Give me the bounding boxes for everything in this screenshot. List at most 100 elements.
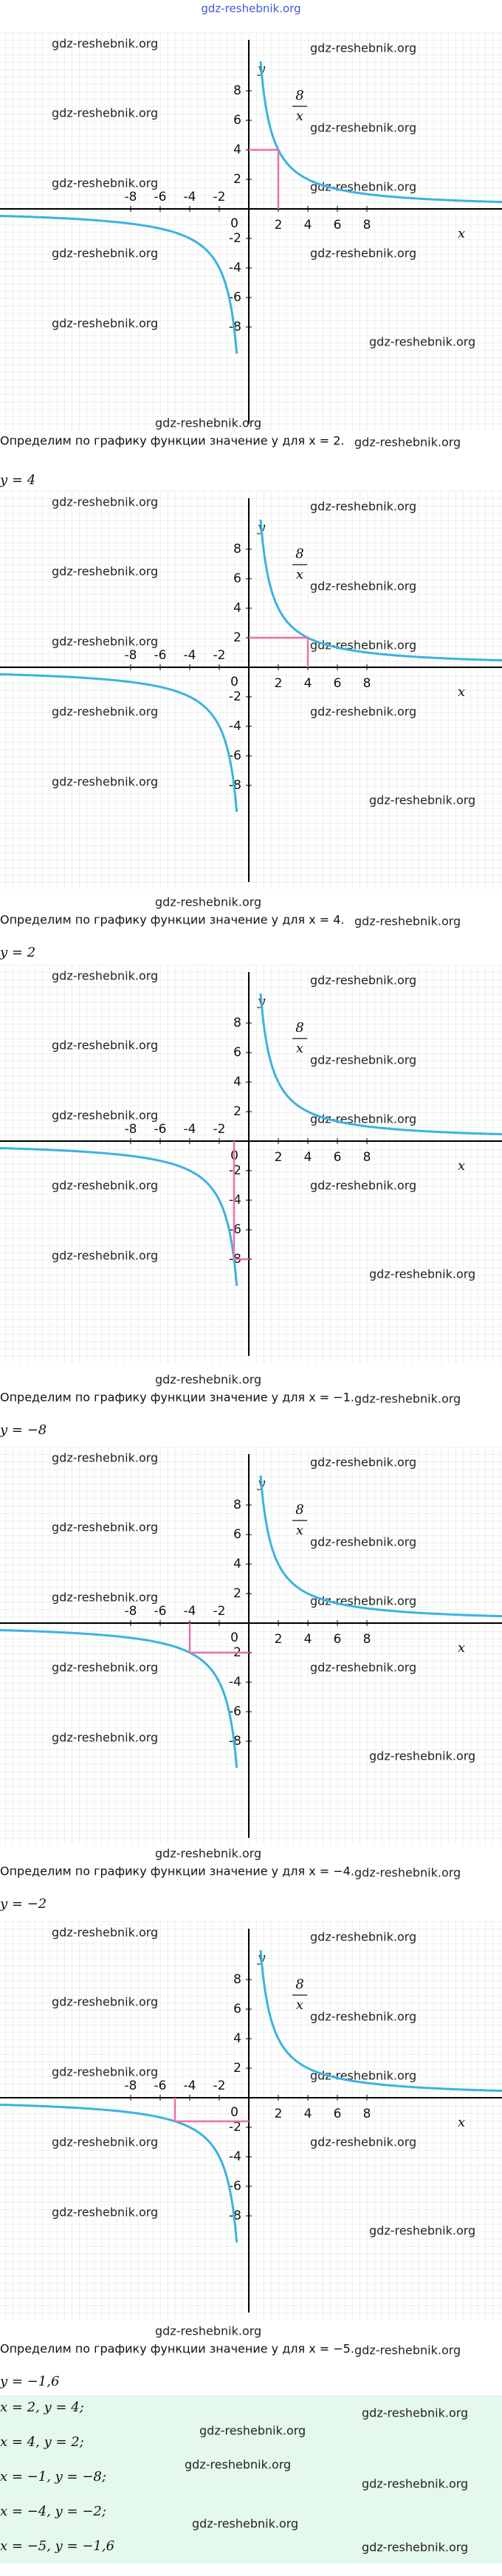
x-axis-label: x [458, 684, 465, 700]
watermark: gdz-reshebnik.org [52, 495, 158, 509]
x-tick-label: 6 [334, 1632, 342, 1647]
x-tick-label: 2 [275, 676, 283, 691]
x-axis-label: x [458, 1640, 465, 1656]
y-tick-label: 6 [233, 113, 241, 128]
summary-line: x = −5, y = −1,6 [0, 2538, 114, 2554]
origin-label: 0 [230, 2105, 238, 2120]
x-tick-label: 2 [275, 218, 283, 233]
watermark: gdz-reshebnik.org [52, 1521, 158, 1535]
y-tick-label: 6 [233, 1527, 241, 1542]
graph: gdz-reshebnik.org gdz-reshebnik.org gdz-re… [0, 32, 502, 431]
fraction-den: x [296, 109, 303, 124]
watermark: gdz-reshebnik.org [52, 1731, 158, 1745]
question: Определим по графику функции значение y … [0, 2342, 354, 2356]
watermark: gdz-reshebnik.org [52, 317, 158, 331]
x-tick-label: -2 [213, 2079, 226, 2093]
summary-line: x = 4, y = 2; [0, 2434, 84, 2450]
y-tick-label: -2 [229, 2120, 241, 2135]
y-tick-label: -8 [229, 778, 241, 793]
watermark: gdz-reshebnik.org [52, 1451, 158, 1465]
x-tick-label: -6 [154, 2079, 167, 2093]
x-tick-label: 8 [363, 218, 371, 233]
watermark: gdz-reshebnik.org [369, 335, 475, 349]
watermark: gdz-reshebnik.org [354, 1392, 461, 1406]
watermark: gdz-reshebnik.org [310, 41, 416, 55]
grid [0, 1921, 502, 2320]
y-tick-label: 6 [233, 1045, 241, 1060]
grid [0, 32, 502, 431]
x-tick-label: 8 [363, 1632, 371, 1647]
y-tick-label: 6 [233, 571, 241, 586]
curve [259, 993, 502, 1136]
x-tick-label: 6 [334, 2107, 342, 2121]
x-axis-label: x [458, 1158, 465, 1174]
y-tick-label: -8 [229, 1734, 241, 1749]
watermark: gdz-reshebnik.org [310, 180, 416, 194]
x-tick-label: -8 [125, 648, 137, 663]
x-tick-label: -8 [125, 2079, 137, 2093]
x-tick-label: 8 [363, 1150, 371, 1165]
x-tick-label: 6 [334, 218, 342, 233]
watermark: gdz-reshebnik.org [52, 1109, 158, 1123]
x-tick-label: -2 [213, 648, 226, 663]
y-tick-label: 2 [233, 172, 241, 187]
origin-label: 0 [230, 1630, 238, 1645]
y-tick-label: 4 [233, 2031, 241, 2046]
x-tick-label: -4 [184, 2079, 196, 2093]
watermark: gdz-reshebnik.org [310, 1535, 416, 1549]
curve [259, 61, 502, 204]
y-tick-label: -2 [229, 231, 241, 246]
y-tick-label: -8 [229, 320, 241, 334]
x-tick-label: -2 [213, 1122, 226, 1137]
x-tick-label: 4 [304, 1150, 312, 1165]
x-tick-label: -6 [154, 1604, 167, 1619]
x-tick-label: 4 [304, 2107, 312, 2121]
y-tick-label: -4 [229, 2149, 241, 2164]
y-tick-label: 2 [233, 2061, 241, 2076]
watermark: gdz-reshebnik.org [362, 2406, 468, 2420]
question: Определим по графику функции значение y … [0, 1391, 354, 1405]
y-tick-label: -4 [229, 719, 241, 734]
origin-label: 0 [230, 216, 238, 231]
answer: y = 4 [0, 472, 35, 488]
watermark: gdz-reshebnik.org [310, 1179, 416, 1193]
watermark: gdz-reshebnik.org [52, 1926, 158, 1940]
x-tick-label: -4 [184, 190, 196, 204]
x-tick-label: 2 [275, 2107, 283, 2121]
watermark: gdz-reshebnik.org [310, 2135, 416, 2149]
x-axis-label: x [458, 226, 465, 241]
y-tick-label: 8 [233, 1498, 241, 1512]
curve [0, 215, 238, 354]
watermark: gdz-reshebnik.org [192, 2517, 298, 2531]
y-tick-label: -4 [229, 1675, 241, 1690]
fraction-den: x [296, 1997, 303, 2013]
x-tick-label: 2 [275, 1632, 283, 1647]
watermark: gdz-reshebnik.org [310, 2010, 416, 2024]
x-tick-label: -8 [125, 190, 137, 204]
watermark: gdz-reshebnik.org [52, 2205, 158, 2219]
y-tick-label: -8 [229, 2208, 241, 2223]
grid [0, 1447, 502, 1845]
y-tick-label: 4 [233, 1075, 241, 1089]
y-tick-label: -4 [229, 1193, 241, 1208]
watermark: gdz-reshebnik.org [310, 247, 416, 261]
watermark: gdz-reshebnik.org [52, 565, 158, 579]
answer: y = −1,6 [0, 2374, 59, 2389]
watermark: gdz-reshebnik.org [354, 915, 461, 929]
x-tick-label: 4 [304, 218, 312, 233]
curve [0, 1147, 238, 1287]
watermark: gdz-reshebnik.org [310, 638, 416, 652]
x-tick-label: -4 [184, 648, 196, 663]
watermark: gdz-reshebnik.org [310, 579, 416, 593]
x-tick-label: -6 [154, 648, 167, 663]
curve [259, 519, 502, 662]
y-tick-label: 8 [233, 1972, 241, 1987]
watermark: gdz-reshebnik.org [155, 416, 261, 430]
watermark: gdz-reshebnik.org [52, 106, 158, 120]
watermark: gdz-reshebnik.org [369, 1749, 475, 1763]
watermark: gdz-reshebnik.org [310, 500, 416, 514]
watermark: gdz-reshebnik.org [52, 1661, 158, 1675]
y-tick-label: 2 [233, 1586, 241, 1601]
x-tick-label: -2 [213, 1604, 226, 1619]
